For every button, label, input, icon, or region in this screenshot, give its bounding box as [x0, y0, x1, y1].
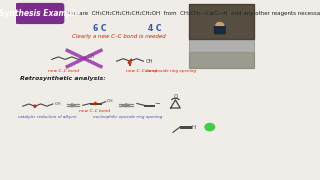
- Text: 6 C: 6 C: [93, 24, 107, 33]
- FancyBboxPatch shape: [188, 4, 253, 68]
- Text: O: O: [173, 94, 178, 99]
- FancyBboxPatch shape: [16, 4, 64, 23]
- Text: Clearly a new C–C bond is needed: Clearly a new C–C bond is needed: [72, 33, 166, 39]
- Text: Synthesis Example: Synthesis Example: [0, 9, 80, 18]
- Text: Retrosynthetic analysis:: Retrosynthetic analysis:: [20, 76, 106, 81]
- Text: OH: OH: [107, 99, 113, 103]
- Text: catalytic reduction of alkyne: catalytic reduction of alkyne: [18, 115, 76, 119]
- Text: nucleophilic epoxide ring opening: nucleophilic epoxide ring opening: [93, 115, 162, 119]
- Text: Prepare  CH₃CH₂CH₂CH₂CH₂CH₂OH  from  CH₃CH₂—C≡C—H  and any other reagents necess: Prepare CH₃CH₂CH₂CH₂CH₂CH₂OH from CH₃CH₂…: [67, 11, 320, 16]
- Text: −: −: [155, 101, 160, 107]
- Text: H: H: [192, 125, 196, 130]
- Text: via epoxide ring opening: via epoxide ring opening: [145, 69, 196, 73]
- Text: OH: OH: [55, 102, 61, 106]
- Circle shape: [216, 22, 224, 28]
- Text: OH: OH: [88, 54, 95, 59]
- Text: OH: OH: [146, 59, 153, 64]
- FancyBboxPatch shape: [214, 26, 226, 34]
- Text: 4 C: 4 C: [148, 24, 162, 33]
- Circle shape: [205, 123, 215, 131]
- Text: new C–C bond: new C–C bond: [126, 69, 157, 73]
- Text: new C–C bond: new C–C bond: [48, 69, 79, 73]
- Text: new C–C bond: new C–C bond: [79, 109, 110, 113]
